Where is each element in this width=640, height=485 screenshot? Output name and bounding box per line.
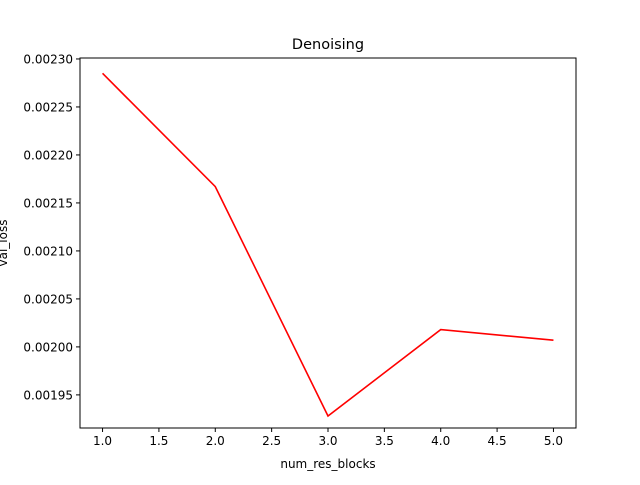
x-tick-label: 3.0: [318, 434, 337, 448]
series-line: [101, 72, 554, 418]
x-tick-label: 3.5: [375, 434, 394, 448]
chart-title: Denoising: [292, 37, 364, 53]
x-tick-label: 2.0: [206, 434, 225, 448]
series-layer: [101, 72, 554, 418]
plot-frame: [79, 57, 577, 429]
y-tick-label: 0.00230: [23, 52, 73, 66]
y-tick-label: 0.00200: [23, 340, 73, 354]
y-tick-label: 0.00225: [23, 100, 73, 114]
y-axis-label: val_loss: [0, 220, 10, 267]
y-tick-label: 0.00215: [23, 196, 73, 210]
x-axis-ticks: 1.0 1.5 2.0 2.5 3.0 3.5 4.0 4.5 5.0: [93, 428, 563, 448]
y-tick-label: 0.00220: [23, 148, 73, 162]
x-tick-label: 1.5: [149, 434, 168, 448]
y-tick-label: 0.00210: [23, 244, 73, 258]
x-tick-label: 2.5: [262, 434, 281, 448]
x-axis-label: num_res_blocks: [280, 457, 375, 471]
y-tick-label: 0.00205: [23, 292, 73, 306]
x-tick-label: 4.0: [431, 434, 450, 448]
x-tick-label: 5.0: [544, 434, 563, 448]
x-tick-label: 1.0: [93, 434, 112, 448]
x-tick-label: 4.5: [488, 434, 507, 448]
y-axis-ticks: 0.00195 0.00200 0.00205 0.00210 0.00215 0.002…: [23, 52, 80, 402]
y-tick-label: 0.00195: [23, 388, 73, 402]
plot-background: [80, 58, 576, 428]
